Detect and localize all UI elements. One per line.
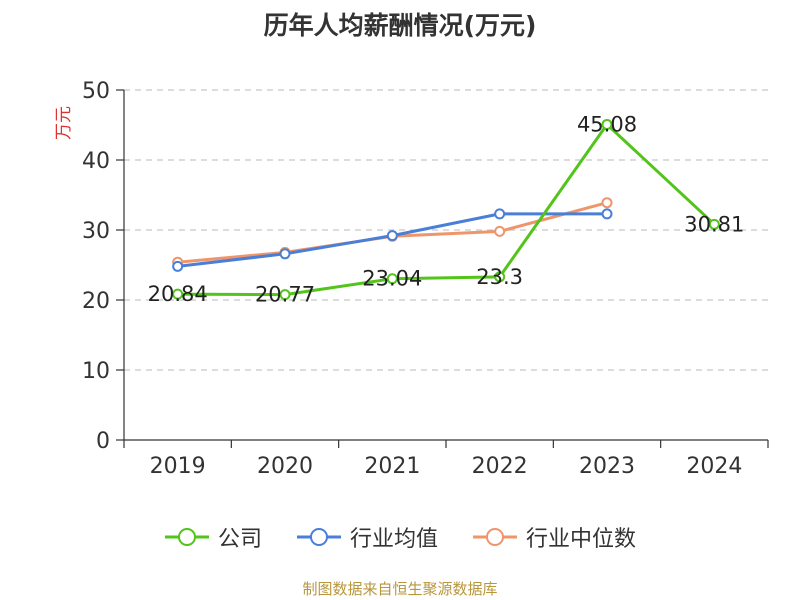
legend-label-industry-median: 行业中位数 [526,527,637,552]
legend-item-industry-median[interactable]: 行业中位数 [472,521,636,553]
y-tick-label: 10 [82,359,110,384]
legend-label-industry-mean: 行业均值 [349,527,438,552]
data-point [601,197,613,209]
legend-item-industry-mean[interactable]: 行业均值 [296,521,438,553]
legend-item-company[interactable]: 公司 [164,521,262,553]
data-label: 23.3 [476,265,523,289]
data-point [494,271,506,283]
data-point [601,118,613,130]
chart-title: 历年人均薪酬情况(万元) [263,11,537,40]
data-point [279,289,291,301]
legend-swatch-industry-median [473,528,517,546]
y-tick-label: 20 [82,289,110,314]
y-tick-label: 50 [82,79,110,104]
data-point [494,208,506,220]
data-point [494,225,506,237]
x-tick-label: 2022 [472,454,528,479]
x-tick-label: 2024 [686,454,742,479]
legend: 公司 行业均值 行业中位数 [0,520,800,554]
legend-swatch-industry-mean [296,528,341,546]
x-tick-label: 2020 [257,454,313,479]
x-tick-label: 2023 [579,454,635,479]
data-point [386,230,398,242]
data-label: 23.04 [362,267,422,291]
data-point [172,288,184,300]
legend-swatch-company [164,528,209,546]
legend-label-company: 公司 [217,527,262,552]
data-label: 30.81 [684,212,744,236]
y-tick-label: 30 [82,219,110,244]
y-tick-label: 0 [96,429,110,454]
series-line-0 [177,122,716,297]
data-label: 20.77 [255,283,315,307]
data-label: 45.08 [577,112,637,136]
x-tick-label: 2019 [150,454,206,479]
data-point [279,248,291,260]
y-tick-label: 40 [82,149,110,174]
data-point [708,218,720,230]
x-tick-label: 2021 [364,454,420,479]
data-point [172,260,184,272]
data-point [601,208,613,220]
data-source-note: 制图数据来自恒生聚源数据库 [302,580,498,598]
y-axis-label: 万元 [54,106,74,140]
data-point [386,273,398,285]
data-label: 20.84 [148,282,208,306]
